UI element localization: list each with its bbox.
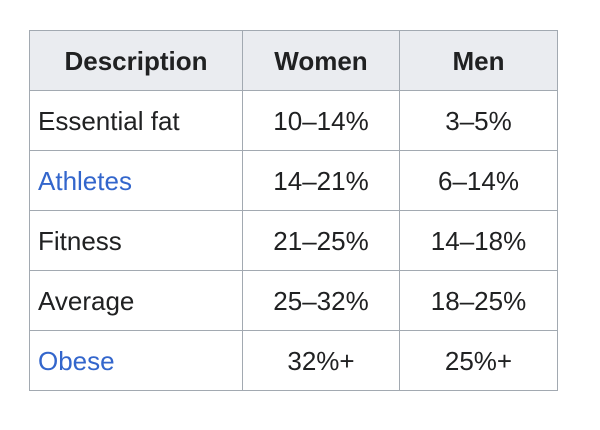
- athletes-link[interactable]: Athletes: [38, 165, 132, 196]
- row-women-value: 21–25%: [242, 210, 400, 271]
- row-women-value: 10–14%: [242, 90, 400, 151]
- table-row: Fitness 21–25% 14–18%: [29, 210, 558, 271]
- row-description-cell: Obese: [29, 330, 243, 391]
- column-header-men: Men: [399, 30, 558, 91]
- table-row: Average 25–32% 18–25%: [29, 270, 558, 331]
- row-women-value: 32%+: [242, 330, 400, 391]
- row-description-cell: Athletes: [29, 150, 243, 211]
- row-women-value: 25–32%: [242, 270, 400, 331]
- table-row: Obese 32%+ 25%+: [29, 330, 558, 391]
- row-women-value: 14–21%: [242, 150, 400, 211]
- row-description: Essential fat: [29, 90, 243, 151]
- row-description: Average: [29, 270, 243, 331]
- table-row: Athletes 14–21% 6–14%: [29, 150, 558, 211]
- table-row: Essential fat 10–14% 3–5%: [29, 90, 558, 151]
- row-description: Fitness: [29, 210, 243, 271]
- obese-link[interactable]: Obese: [38, 345, 115, 376]
- row-men-value: 6–14%: [399, 150, 558, 211]
- row-men-value: 14–18%: [399, 210, 558, 271]
- body-fat-table: Description Women Men Essential fat 10–1…: [29, 30, 558, 391]
- column-header-women: Women: [242, 30, 400, 91]
- column-header-description: Description: [29, 30, 243, 91]
- row-men-value: 25%+: [399, 330, 558, 391]
- row-men-value: 18–25%: [399, 270, 558, 331]
- row-men-value: 3–5%: [399, 90, 558, 151]
- table-header-row: Description Women Men: [29, 30, 558, 91]
